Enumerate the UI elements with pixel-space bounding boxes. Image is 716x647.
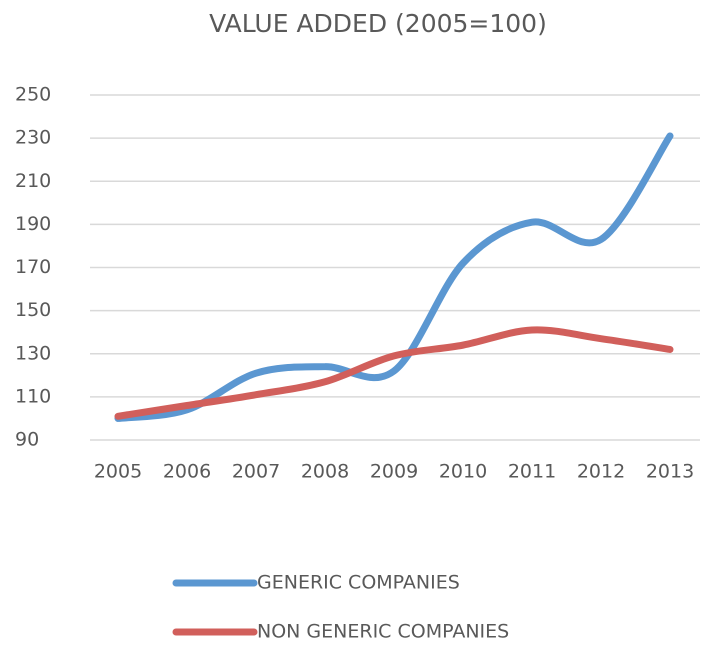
x-tick-label: 2013: [646, 461, 694, 483]
x-tick-label: 2011: [508, 461, 556, 483]
legend-label: GENERIC COMPANIES: [257, 572, 460, 594]
x-tick-label: 2010: [439, 461, 487, 483]
x-tick-label: 2012: [577, 461, 625, 483]
legend-label: NON GENERIC COMPANIES: [257, 621, 509, 643]
y-tick-label: 170: [15, 256, 51, 278]
y-tick-label: 210: [15, 170, 51, 192]
x-tick-label: 2007: [232, 461, 280, 483]
y-tick-label: 90: [15, 429, 39, 451]
y-tick-label: 190: [15, 213, 51, 235]
chart-title: VALUE ADDED (2005=100): [209, 9, 547, 38]
y-tick-label: 230: [15, 127, 51, 149]
y-tick-label: 150: [15, 299, 51, 321]
data-line: [114, 326, 674, 420]
y-tick-label: 130: [15, 342, 51, 364]
data-line: [114, 132, 674, 422]
y-tick-label: 250: [15, 84, 51, 106]
x-tick-label: 2005: [94, 461, 142, 483]
y-tick-label: 110: [15, 385, 51, 407]
x-tick-label: 2009: [370, 461, 418, 483]
x-tick-label: 2006: [163, 461, 211, 483]
x-tick-label: 2008: [301, 461, 349, 483]
